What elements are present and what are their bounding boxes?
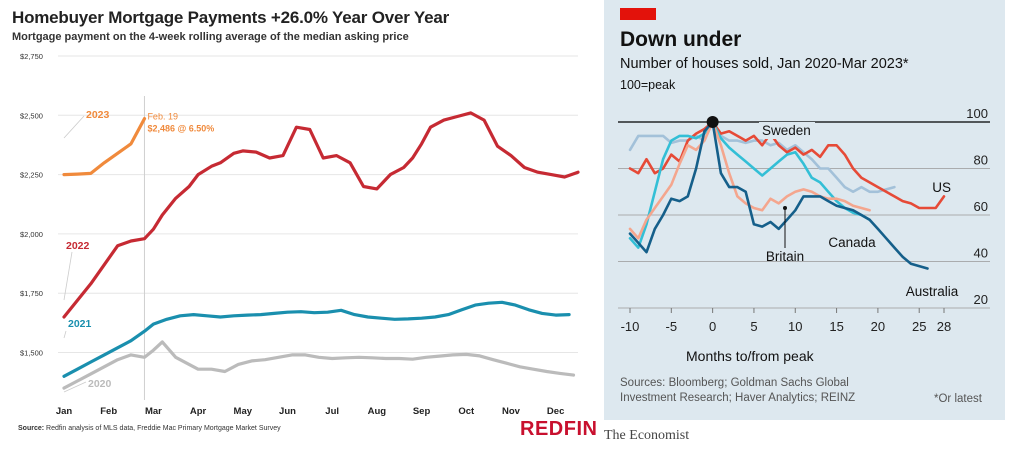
y-tick-label: $2,750 xyxy=(20,52,43,61)
series-label-leader xyxy=(63,330,67,339)
series-label-2022: 2022 xyxy=(66,240,90,252)
x-tick-label: 20 xyxy=(871,319,885,334)
chart-subtitle: Mortgage payment on the 4-week rolling a… xyxy=(12,31,409,43)
series-label-2023: 2023 xyxy=(86,109,110,121)
series-label-leader xyxy=(63,251,73,301)
series-line-2021 xyxy=(62,300,571,378)
chart-title: Down under xyxy=(620,28,742,51)
series-label-2021: 2021 xyxy=(68,318,92,330)
x-tick-label: Nov xyxy=(502,406,521,417)
source-text: Redfin analysis of MLS data, Freddie Mac… xyxy=(46,425,281,432)
chart-source: Source: Redfin analysis of MLS data, Fre… xyxy=(18,425,281,432)
x-tick-label: 28 xyxy=(937,319,951,334)
x-tick-label: Oct xyxy=(458,406,475,417)
economist-red-tag xyxy=(620,8,656,20)
x-tick-label: Sep xyxy=(413,406,431,417)
series-line-Sweden xyxy=(628,120,896,194)
x-tick-label: Feb xyxy=(100,406,117,417)
series-label-Canada: Canada xyxy=(828,235,876,250)
x-tick-label: Mar xyxy=(145,406,162,417)
x-tick-label: Apr xyxy=(190,406,207,417)
series-label-bg xyxy=(759,122,815,139)
series-line-Canada xyxy=(628,120,871,249)
redfin-logo: REDFIN xyxy=(520,418,598,440)
economist-logo: The Economist xyxy=(604,428,690,443)
y-tick-label: $1,500 xyxy=(20,349,43,358)
x-tick-label: 0 xyxy=(709,319,716,334)
series-label-leader xyxy=(63,115,85,139)
series-line-Australia xyxy=(628,120,929,270)
y-tick-label: 60 xyxy=(974,199,988,214)
series-label-2020: 2020 xyxy=(88,378,112,390)
x-tick-label: 5 xyxy=(750,319,757,334)
x-tick-label: Jan xyxy=(56,406,73,417)
x-tick-label: Jun xyxy=(279,406,296,417)
chart-footnote: *Or latest xyxy=(934,393,982,405)
series-label-leader xyxy=(63,381,87,393)
y-tick-label: 100 xyxy=(966,106,988,121)
series-label-Australia: Australia xyxy=(906,284,959,299)
y-tick-label: $2,000 xyxy=(20,230,43,239)
y-tick-label: 40 xyxy=(974,246,988,261)
series-label-Sweden: Sweden xyxy=(762,123,811,138)
x-tick-label: 25 xyxy=(912,319,926,334)
x-tick-label: Jul xyxy=(325,406,339,417)
y-tick-label: 20 xyxy=(974,292,988,307)
y-tick-label: 80 xyxy=(974,153,988,168)
annotation-value: $2,486 @ 6.50% xyxy=(147,124,214,134)
series-label-Britain: Britain xyxy=(766,249,804,264)
x-tick-label: 10 xyxy=(788,319,802,334)
x-axis-title: Months to/from peak xyxy=(686,348,815,364)
x-tick-label: -10 xyxy=(621,319,640,334)
series-line-2023 xyxy=(62,116,147,177)
chart-title: Homebuyer Mortgage Payments +26.0% Year … xyxy=(12,8,449,27)
economist-chart-panel: Down under Number of houses sold, Jan 20… xyxy=(604,0,1005,420)
y-tick-label: $2,500 xyxy=(20,111,43,120)
series-line-2022 xyxy=(62,111,580,319)
x-tick-label: Aug xyxy=(368,406,387,417)
x-tick-label: Dec xyxy=(547,406,564,417)
chart-subtitle: Number of houses sold, Jan 2020-Mar 2023… xyxy=(620,56,909,72)
y-tick-label: $2,250 xyxy=(20,171,43,180)
peak-marker xyxy=(706,116,719,128)
series-label-US: US xyxy=(932,180,951,195)
source-label: Source: xyxy=(18,425,45,432)
redfin-line-chart: $1,500 $1,750 $2,000 $2,250 $2,500 $2,750 Jan F… xyxy=(20,52,580,417)
annotation-date: Feb. 19 xyxy=(147,112,178,122)
y-tick-label: $1,750 xyxy=(20,289,43,298)
chart-source: Sources: Bloomberg; Goldman Sachs Global… xyxy=(620,377,856,404)
series-label-dot xyxy=(783,206,787,210)
index-note: 100=peak xyxy=(620,78,676,92)
x-tick-label: 15 xyxy=(829,319,843,334)
economist-line-chart: 20 40 60 80 100 -10 -5 0 5 10 15 20 25 28 Months to/fr… xyxy=(618,106,990,364)
x-tick-label: -5 xyxy=(666,319,678,334)
series-line-2020 xyxy=(62,340,576,390)
redfin-chart-panel: Homebuyer Mortgage Payments +26.0% Year … xyxy=(12,8,598,440)
x-tick-label: May xyxy=(234,406,253,417)
